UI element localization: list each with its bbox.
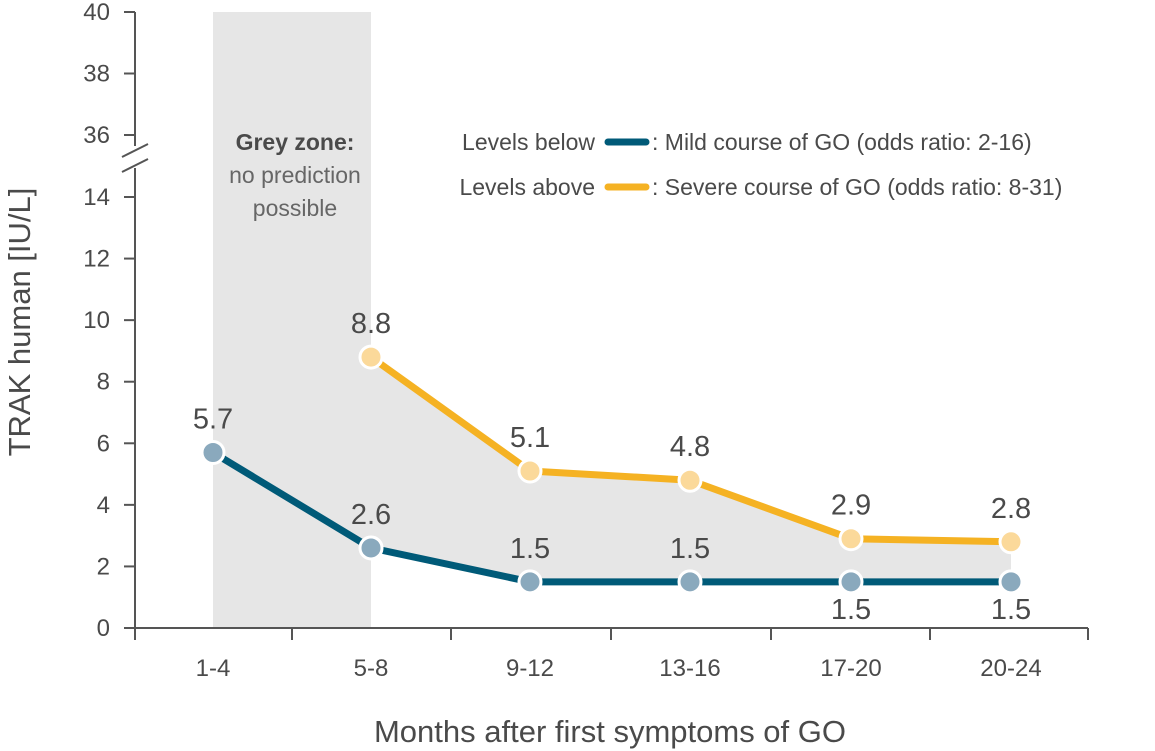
x-tick-label: 1-4 [196,655,231,682]
range-band [371,357,1011,582]
data-label-mild: 1.5 [831,594,871,626]
y-tick-label: 36 [83,122,110,149]
data-point-mild [677,569,703,595]
data-label-severe: 2.8 [991,493,1031,525]
data-point-mild [838,569,864,595]
y-tick-label: 4 [97,492,110,519]
y-tick-label: 14 [83,184,110,211]
y-tick-label: 2 [97,553,110,580]
grey-zone-text: no prediction [229,162,361,188]
legend-name-mild: Levels below [462,129,595,155]
x-tick-label: 13-16 [659,655,720,682]
data-point-severe [677,467,703,493]
data-label-severe: 4.8 [670,431,710,463]
y-tick-label: 0 [97,615,110,642]
data-label-severe: 8.8 [351,308,391,340]
y-tick-label: 8 [97,369,110,396]
data-point-mild [517,569,543,595]
data-label-mild: 2.6 [351,499,391,531]
series-line-mild [211,449,1011,586]
data-label-mild: 5.7 [193,404,233,436]
data-label-mild: 1.5 [510,533,550,565]
legend-desc-severe: : Severe course of GO (odds ratio: 8-31) [652,174,1062,200]
y-tick-label: 38 [83,61,110,88]
data-point-severe [838,526,864,552]
data-point-mild [200,440,226,466]
axis-break-mark [121,158,149,173]
grey-zone-title: Grey zone: [236,129,355,155]
y-axis-title: TRAK human [IU/L] [2,188,37,457]
data-point-severe [517,458,543,484]
data-label-mild: 1.5 [991,594,1031,626]
legend-desc-mild: : Mild course of GO (odds ratio: 2-16) [652,129,1032,155]
x-tick-label: 9-12 [506,655,554,682]
grey-zone-text: possible [253,195,337,221]
data-label-severe: 2.9 [831,490,871,522]
data-point-mild [998,569,1024,595]
data-label-mild: 1.5 [670,533,710,565]
y-tick-label: 40 [83,0,110,26]
data-point-severe [998,529,1024,555]
data-point-mild [358,535,384,561]
x-tick-label: 20-24 [980,655,1041,682]
grey-zone [213,12,371,628]
legend-name-severe: Levels above [459,174,595,200]
x-axis-title: Months after first symptoms of GO [374,714,846,749]
data-label-severe: 5.1 [510,422,550,454]
y-tick-label: 10 [83,307,110,334]
y-tick-label: 6 [97,430,110,457]
y-tick-label: 12 [83,246,110,273]
axis-break-mark [121,143,149,158]
x-tick-label: 5-8 [354,655,389,682]
x-tick-label: 17-20 [820,655,881,682]
data-point-severe [358,344,384,370]
